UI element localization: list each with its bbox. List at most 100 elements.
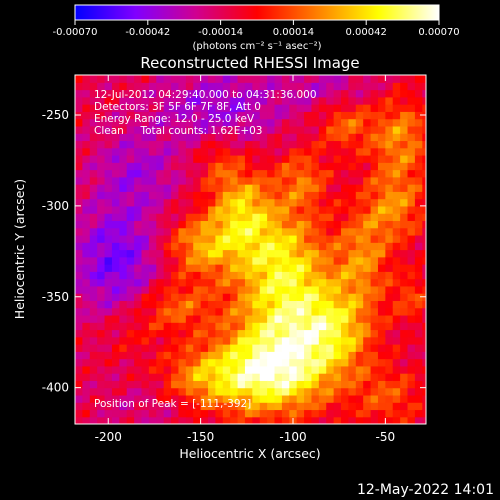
heatmap-cell <box>222 285 231 294</box>
heatmap-cell <box>341 198 350 207</box>
heatmap-cell <box>215 96 224 105</box>
heatmap-cell <box>267 402 276 411</box>
heatmap-cell <box>237 373 246 381</box>
heatmap-cell <box>75 242 83 251</box>
heatmap-cell <box>200 227 209 236</box>
heatmap-cell <box>318 358 327 367</box>
heatmap-cell <box>148 365 157 374</box>
heatmap-cell <box>111 133 120 142</box>
heatmap-cell <box>163 176 172 185</box>
heatmap-cell <box>259 271 268 280</box>
heatmap-cell <box>97 89 106 98</box>
heatmap-cell <box>363 111 372 120</box>
heatmap-cell <box>75 154 83 163</box>
heatmap-cell <box>385 409 394 418</box>
heatmap-cell <box>193 264 202 272</box>
heatmap-cell <box>244 249 253 258</box>
heatmap-cell <box>355 184 364 192</box>
heatmap-cell <box>185 125 194 134</box>
heatmap-cell <box>104 322 113 331</box>
heatmap-cell <box>289 169 298 178</box>
heatmap-cell <box>252 169 261 178</box>
heatmap-cell <box>185 191 194 200</box>
heatmap-cell <box>363 256 372 265</box>
heatmap-cell <box>141 89 150 98</box>
heatmap-cell <box>215 380 224 389</box>
heatmap-cell <box>141 285 150 294</box>
heatmap-cell <box>244 256 253 265</box>
heatmap-cell <box>348 402 357 411</box>
heatmap-cell <box>296 380 305 389</box>
heatmap-cell <box>259 322 268 331</box>
heatmap-cell <box>363 373 372 381</box>
heatmap-cell <box>422 300 426 309</box>
heatmap-cell <box>414 125 423 134</box>
heatmap-cell <box>304 147 313 156</box>
heatmap-cell <box>119 227 128 236</box>
heatmap-cell <box>119 365 128 374</box>
heatmap-cell <box>400 394 409 403</box>
heatmap-cell <box>89 322 98 331</box>
heatmap-cell <box>392 351 401 360</box>
heatmap-cell <box>171 89 180 98</box>
heatmap-cell <box>377 373 386 381</box>
heatmap-cell <box>281 394 290 403</box>
heatmap-cell <box>126 191 135 200</box>
heatmap-cell <box>119 111 128 120</box>
heatmap-cell <box>163 416 172 424</box>
heatmap-cell <box>82 300 91 309</box>
heatmap-cell <box>400 344 409 352</box>
heatmap-cell <box>326 147 335 156</box>
heatmap-cell <box>193 329 202 338</box>
heatmap-cell <box>414 75 423 83</box>
heatmap-cell <box>259 191 268 200</box>
heatmap-cell <box>348 329 357 338</box>
heatmap-cell <box>267 285 276 294</box>
heatmap-cell <box>134 365 143 374</box>
heatmap-cell <box>163 307 172 316</box>
heatmap-cell <box>97 249 106 258</box>
heatmap-cell <box>252 314 261 323</box>
heatmap-cell <box>185 409 194 418</box>
heatmap-cell <box>200 380 209 389</box>
heatmap-cell <box>422 104 426 112</box>
heatmap-cell <box>392 293 401 301</box>
heatmap-cell <box>222 162 231 171</box>
heatmap-cell <box>407 416 416 424</box>
heatmap-cell <box>75 125 83 134</box>
heatmap-cell <box>422 125 426 134</box>
heatmap-cell <box>75 394 83 403</box>
heatmap-cell <box>171 264 180 272</box>
heatmap-cell <box>178 242 187 251</box>
heatmap-cell <box>311 380 320 389</box>
heatmap-cell <box>171 373 180 381</box>
heatmap-cell <box>304 256 313 265</box>
heatmap-cell <box>274 191 283 200</box>
heatmap-cell <box>126 344 135 352</box>
heatmap-cell <box>318 75 327 83</box>
heatmap-cell <box>348 373 357 381</box>
heatmap-cell <box>296 387 305 396</box>
heatmap-cell <box>304 184 313 192</box>
heatmap-cell <box>237 365 246 374</box>
heatmap-cell <box>296 322 305 331</box>
heatmap-cell <box>244 271 253 280</box>
heatmap-cell <box>348 75 357 83</box>
heatmap-cell <box>141 293 150 301</box>
heatmap-cell <box>333 169 342 178</box>
heatmap-cell <box>200 271 209 280</box>
heatmap-cell <box>377 191 386 200</box>
heatmap-cell <box>89 154 98 163</box>
heatmap-cell <box>97 111 106 120</box>
heatmap-cell <box>304 351 313 360</box>
heatmap-cell <box>244 82 253 91</box>
heatmap-cell <box>119 147 128 156</box>
heatmap-cell <box>267 409 276 418</box>
heatmap-cell <box>104 373 113 381</box>
heatmap-cell <box>348 365 357 374</box>
heatmap-cell <box>185 133 194 142</box>
heatmap-cell <box>414 234 423 243</box>
heatmap-cell <box>259 82 268 91</box>
heatmap-cell <box>385 89 394 98</box>
heatmap-cell <box>119 256 128 265</box>
